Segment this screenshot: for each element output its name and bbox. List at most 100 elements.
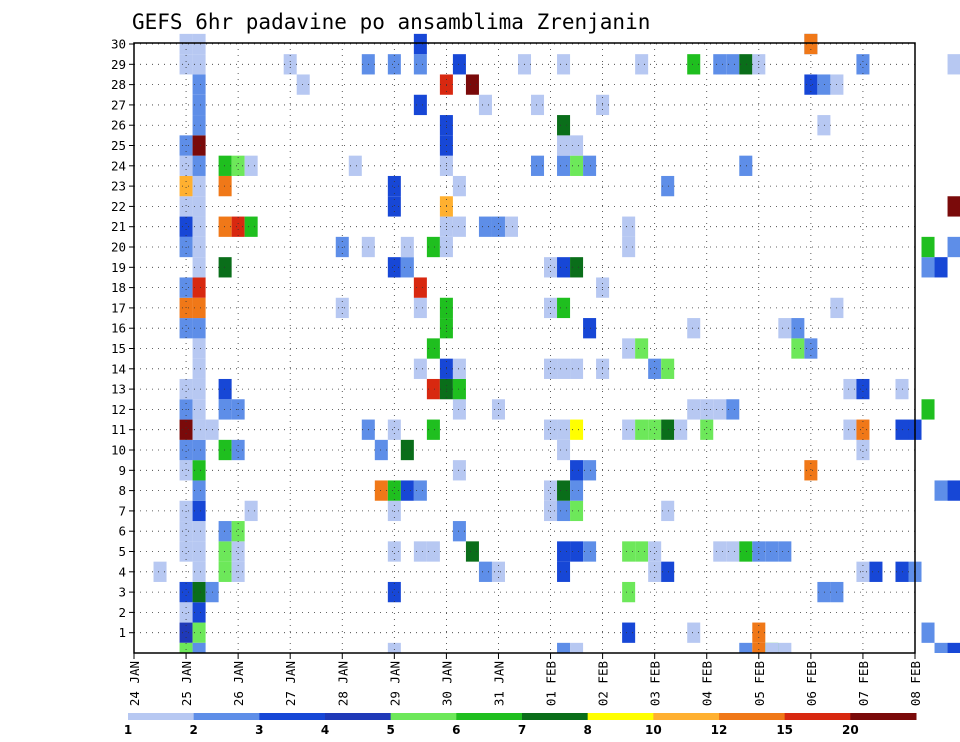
heat-cell — [947, 236, 960, 258]
heat-cell — [192, 378, 206, 400]
heat-cell — [413, 277, 427, 298]
heat-cell — [570, 541, 584, 562]
heat-cell — [218, 155, 232, 176]
heat-cell — [192, 642, 206, 653]
heat-cell — [856, 54, 870, 75]
heat-cell — [348, 155, 362, 176]
heat-cell — [218, 541, 232, 562]
y-tick-label: 24 — [111, 158, 126, 173]
heat-cell — [413, 480, 427, 501]
heat-cell — [622, 236, 636, 258]
heat-cell — [947, 196, 960, 217]
heat-cell — [843, 419, 857, 440]
colorbar-label: 7 — [518, 723, 526, 737]
heat-cell — [622, 622, 636, 643]
y-tick-label: 10 — [111, 443, 126, 458]
heat-cell — [179, 460, 193, 481]
heat-cell — [635, 419, 649, 440]
heat-cell — [570, 358, 584, 379]
y-tick-label: 3 — [118, 585, 126, 600]
heat-cell — [179, 175, 193, 197]
heat-cell — [687, 622, 701, 643]
heat-cell — [739, 54, 753, 75]
heat-cell — [387, 581, 401, 603]
colorbar-swatch — [325, 713, 392, 720]
heat-cell — [726, 399, 740, 420]
heat-cell — [791, 318, 805, 339]
heat-cell — [413, 94, 427, 116]
heat-cell — [921, 622, 935, 643]
heat-cell — [192, 521, 206, 542]
heat-cell — [791, 338, 805, 359]
heat-cell — [192, 338, 206, 359]
heat-cell — [583, 460, 597, 481]
heat-cell — [661, 561, 675, 582]
colorbar-swatch — [522, 713, 589, 720]
heat-cell — [192, 541, 206, 562]
heat-cell — [192, 115, 206, 136]
heat-cell — [622, 216, 636, 237]
y-tick-label: 22 — [111, 199, 126, 214]
heat-cell — [192, 561, 206, 582]
heat-cell — [426, 338, 440, 359]
heat-cell — [218, 439, 232, 461]
colorbar-swatch — [259, 713, 326, 720]
heat-cell — [570, 257, 584, 278]
y-tick-label: 9 — [118, 463, 126, 478]
heat-cell — [504, 216, 518, 237]
x-tick-label: 08 FEB — [908, 661, 923, 706]
x-tick-label: 01 FEB — [544, 661, 559, 706]
cells-layer — [153, 33, 960, 653]
heat-cell — [583, 318, 597, 339]
heat-cell — [192, 175, 206, 197]
heat-cell — [648, 358, 662, 379]
x-tick-label: 30 JAN — [439, 661, 454, 706]
heat-cell — [544, 419, 558, 440]
heat-cell — [192, 135, 206, 156]
heat-cell — [218, 378, 232, 400]
heat-cell — [622, 338, 636, 359]
heat-cell — [192, 216, 206, 237]
heat-cell — [843, 378, 857, 400]
x-tick-label: 02 FEB — [596, 661, 611, 706]
heat-cell — [583, 541, 597, 562]
heat-cell — [179, 642, 193, 653]
heat-cell — [413, 33, 427, 55]
heat-cell — [557, 54, 571, 75]
heat-cell — [557, 155, 571, 176]
heat-cell — [700, 419, 714, 440]
heat-cell — [413, 541, 427, 562]
heat-cell — [804, 460, 818, 481]
heat-cell — [661, 419, 675, 440]
heat-cell — [179, 196, 193, 217]
heat-cell — [192, 297, 206, 319]
heat-cell — [947, 480, 960, 501]
heat-cell — [739, 155, 753, 176]
heat-cell — [192, 419, 206, 440]
x-tick-label: 26 JAN — [231, 661, 246, 706]
heat-cell — [465, 541, 479, 562]
heat-cell — [817, 74, 831, 95]
heat-cell — [557, 541, 571, 562]
heat-cell — [687, 318, 701, 339]
heat-cell — [687, 54, 701, 75]
heat-cell — [192, 74, 206, 95]
heat-cell — [947, 54, 960, 75]
heat-cell — [192, 155, 206, 176]
heat-cell — [426, 541, 440, 562]
y-tick-label: 7 — [118, 503, 126, 518]
y-tick-label: 8 — [118, 483, 126, 498]
heat-cell — [544, 358, 558, 379]
heat-cell — [179, 581, 193, 603]
grid-layer — [134, 43, 915, 653]
heat-cell — [218, 257, 232, 278]
y-tick-label: 15 — [111, 341, 126, 356]
heat-cell — [387, 175, 401, 197]
heat-cell — [661, 175, 675, 197]
y-tick-label: 14 — [111, 361, 126, 376]
heat-cell — [387, 642, 401, 653]
colorbar-label: 6 — [452, 723, 460, 737]
y-tick-label: 6 — [118, 524, 126, 539]
heat-cell — [192, 277, 206, 298]
heat-cell — [413, 358, 427, 379]
